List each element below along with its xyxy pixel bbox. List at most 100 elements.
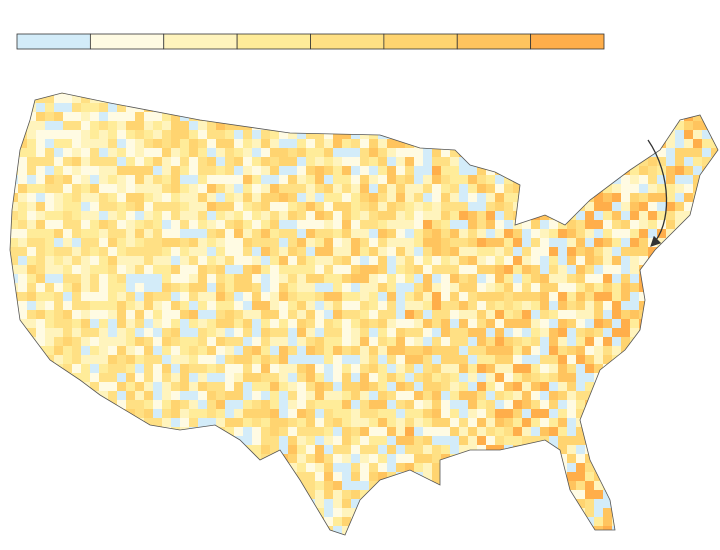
- county-cell: [531, 103, 540, 112]
- county-cell: [117, 544, 126, 550]
- county-cell: [702, 391, 711, 400]
- county-cell: [414, 382, 423, 391]
- county-cell: [126, 364, 135, 373]
- county-cell: [396, 328, 405, 337]
- county-cell: [666, 463, 675, 472]
- county-cell: [522, 265, 531, 274]
- county-cell: [378, 355, 387, 364]
- county-cell: [648, 130, 657, 139]
- county-cell: [567, 229, 576, 238]
- county-cell: [90, 382, 99, 391]
- county-cell: [594, 391, 603, 400]
- county-cell: [432, 427, 441, 436]
- county-cell: [441, 202, 450, 211]
- county-cell: [702, 238, 711, 247]
- county-cell: [225, 211, 234, 220]
- county-cell: [162, 319, 171, 328]
- county-cell: [189, 220, 198, 229]
- county-cell: [369, 247, 378, 256]
- county-cell: [162, 517, 171, 526]
- county-cell: [603, 337, 612, 346]
- county-cell: [576, 310, 585, 319]
- county-cell: [135, 184, 144, 193]
- county-cell: [405, 292, 414, 301]
- county-cell: [351, 112, 360, 121]
- county-cell: [243, 445, 252, 454]
- county-cell: [639, 418, 648, 427]
- county-cell: [144, 427, 153, 436]
- county-cell: [315, 103, 324, 112]
- county-cell: [360, 391, 369, 400]
- county-cell: [0, 481, 9, 490]
- county-cell: [27, 121, 36, 130]
- county-cell: [504, 427, 513, 436]
- county-cell: [27, 328, 36, 337]
- county-cell: [639, 400, 648, 409]
- county-cell: [360, 310, 369, 319]
- county-cell: [324, 310, 333, 319]
- county-cell: [108, 184, 117, 193]
- county-cell: [423, 292, 432, 301]
- county-cell: [261, 202, 270, 211]
- county-cell: [27, 130, 36, 139]
- county-cell: [288, 319, 297, 328]
- county-cell: [315, 490, 324, 499]
- county-cell: [18, 94, 27, 103]
- county-cell: [648, 319, 657, 328]
- county-cell: [135, 93, 144, 94]
- county-cell: [81, 445, 90, 454]
- county-cell: [513, 400, 522, 409]
- county-cell: [477, 400, 486, 409]
- county-cell: [234, 93, 243, 94]
- county-cell: [594, 103, 603, 112]
- county-cell: [243, 103, 252, 112]
- county-cell: [351, 283, 360, 292]
- county-cell: [621, 220, 630, 229]
- county-cell: [261, 301, 270, 310]
- county-cell: [216, 265, 225, 274]
- county-cell: [279, 283, 288, 292]
- county-cell: [315, 346, 324, 355]
- county-cell: [432, 211, 441, 220]
- county-cell: [630, 220, 639, 229]
- county-cell: [693, 481, 702, 490]
- county-cell: [162, 238, 171, 247]
- county-cell: [126, 544, 135, 550]
- county-cell: [288, 499, 297, 508]
- county-cell: [63, 445, 72, 454]
- county-cell: [675, 355, 684, 364]
- county-cell: [702, 418, 711, 427]
- county-cell: [108, 418, 117, 427]
- county-cell: [531, 436, 540, 445]
- county-cell: [234, 355, 243, 364]
- county-cell: [576, 337, 585, 346]
- county-cell: [612, 292, 621, 301]
- county-cell: [522, 328, 531, 337]
- county-cell: [18, 355, 27, 364]
- county-cell: [216, 463, 225, 472]
- county-cell: [567, 247, 576, 256]
- county-cell: [387, 481, 396, 490]
- county-cell: [468, 166, 477, 175]
- county-cell: [225, 544, 234, 550]
- county-cell: [648, 535, 657, 544]
- county-cell: [477, 292, 486, 301]
- county-cell: [225, 391, 234, 400]
- county-cell: [477, 364, 486, 373]
- county-cell: [360, 328, 369, 337]
- county-cell: [522, 418, 531, 427]
- county-cell: [342, 148, 351, 157]
- county-cell: [594, 220, 603, 229]
- county-cell: [27, 229, 36, 238]
- county-cell: [333, 472, 342, 481]
- county-cell: [414, 544, 423, 550]
- county-cell: [630, 121, 639, 130]
- county-cell: [225, 274, 234, 283]
- county-cell: [540, 373, 549, 382]
- county-cell: [522, 409, 531, 418]
- county-cell: [513, 508, 522, 517]
- county-cell: [144, 454, 153, 463]
- county-cell: [63, 157, 72, 166]
- county-cell: [234, 112, 243, 121]
- county-cell: [612, 283, 621, 292]
